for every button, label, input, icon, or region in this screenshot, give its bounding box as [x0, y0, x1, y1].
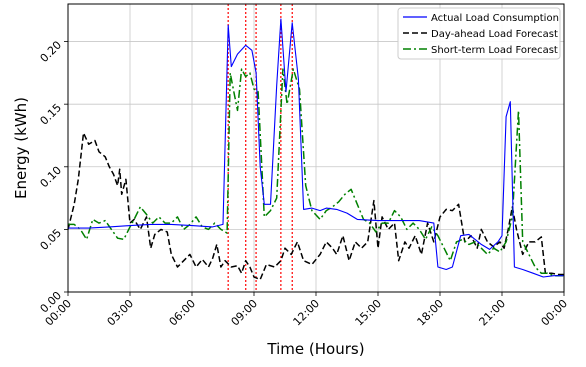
- x-tick-layer: 00:00 03:00 06:00 09:00 12:00 15:00 18:00 21:00…: [43, 292, 571, 329]
- x-tick-label: 12:00: [291, 297, 323, 329]
- series-short-term-line: [68, 68, 564, 277]
- legend: Actual Load Consumption Day-ahead Load F…: [397, 7, 561, 60]
- x-tick-label: 09:00: [229, 297, 261, 329]
- series-layer: [67, 18, 564, 281]
- y-tick-label: 0.10: [38, 164, 65, 191]
- legend-entry-short-term: Short-term Load Forecast: [403, 45, 558, 56]
- x-tick-label: 18:00: [415, 297, 447, 329]
- x-tick-label: 15:00: [353, 297, 385, 329]
- legend-entry-actual: Actual Load Consumption: [403, 13, 559, 24]
- x-tick-label: 21:00: [477, 297, 509, 329]
- y-tick-layer: 0.000.050.100.150.20: [38, 38, 68, 315]
- y-tick-label: 0.05: [38, 226, 65, 253]
- legend-label-actual: Actual Load Consumption: [431, 13, 559, 24]
- x-tick-label: 00:00: [539, 297, 571, 329]
- legend-label-short-term: Short-term Load Forecast: [431, 45, 558, 56]
- legend-box: [397, 7, 561, 60]
- y-tick-label: 0.20: [38, 38, 65, 65]
- y-tick-label: 0.15: [38, 101, 65, 128]
- x-tick-label: 03:00: [105, 297, 137, 329]
- y-axis-title: Energy (kWh): [12, 97, 30, 199]
- x-tick-label: 06:00: [167, 297, 199, 329]
- x-axis-title: Time (Hours): [266, 340, 364, 358]
- legend-entry-day-ahead: Day-ahead Load Forecast: [403, 29, 558, 40]
- legend-label-day-ahead: Day-ahead Load Forecast: [431, 29, 558, 40]
- series-actual-line: [68, 18, 564, 278]
